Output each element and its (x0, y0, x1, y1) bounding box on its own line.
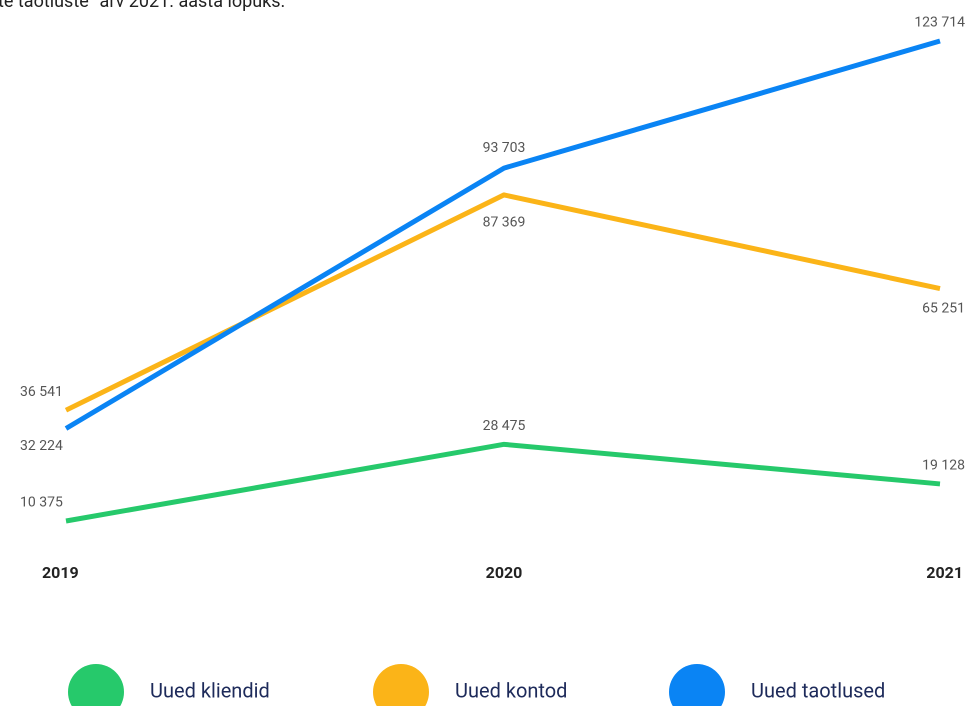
legend-swatch (669, 664, 725, 706)
line-series (65, 441, 941, 524)
legend-label: Uued taotlused (751, 678, 885, 702)
line-series (64, 38, 941, 431)
chart-title: te taotluste” arv 2021. aasta lõpuks. (0, 0, 285, 12)
data-label: 28 475 (483, 418, 526, 434)
data-label: 10 375 (20, 495, 63, 511)
legend-label: Uued kontod (455, 678, 567, 702)
x-tick-label: 2019 (42, 563, 79, 582)
data-label: 36 541 (20, 384, 63, 400)
x-tick-label: 2020 (486, 563, 523, 582)
legend-swatch (68, 664, 124, 706)
data-label: 87 369 (483, 215, 526, 231)
data-label: 19 128 (922, 458, 965, 474)
data-label: 65 251 (922, 300, 965, 316)
x-tick-label: 2021 (926, 563, 963, 582)
data-label: 93 703 (483, 140, 526, 156)
data-label: 32 224 (20, 438, 63, 454)
legend-label: Uued kliendid (150, 678, 270, 702)
line-series (64, 192, 941, 413)
legend-swatch (373, 664, 429, 706)
data-label: 123 714 (914, 15, 965, 31)
